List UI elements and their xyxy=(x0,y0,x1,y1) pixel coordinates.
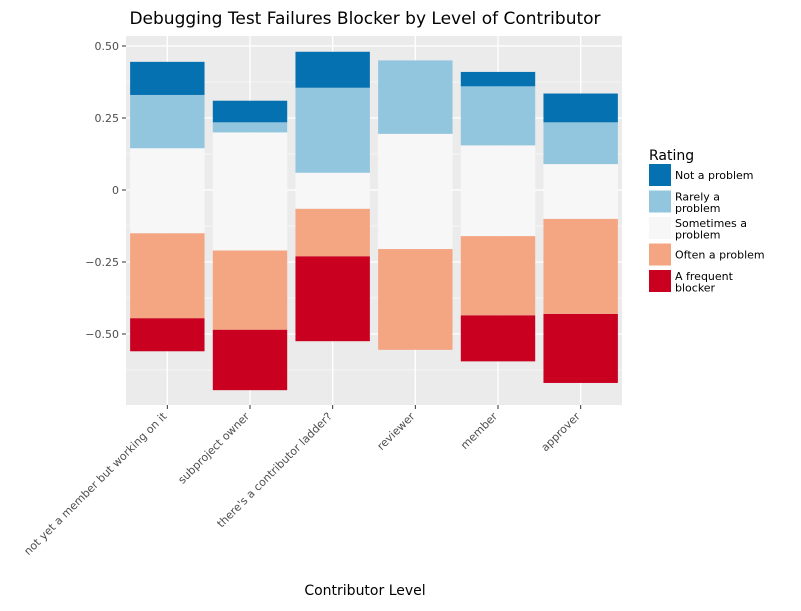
bar-sometimes-a-problem xyxy=(460,145,536,237)
plot-panel xyxy=(126,36,622,405)
panel-background xyxy=(126,36,622,405)
x-axis-label: Contributor Level xyxy=(304,583,425,599)
bar-sometimes-a-problem xyxy=(212,132,288,251)
legend-key-not-a-problem xyxy=(649,164,671,186)
bar-rarely-a-problem xyxy=(460,86,536,146)
bar-a-frequent-blocker xyxy=(460,315,536,362)
y-tick-label: 0.25 xyxy=(95,112,120,125)
bar-sometimes-a-problem xyxy=(378,133,453,250)
legend-key-rarely-a-problem xyxy=(649,190,671,213)
x-tick-label: member xyxy=(458,410,500,452)
bar-a-frequent-blocker xyxy=(543,313,618,383)
x-tick-label: reviewer xyxy=(375,410,418,453)
bar-not-a-problem xyxy=(543,93,618,123)
legend-label: Often a problem xyxy=(675,249,765,262)
bar-sometimes-a-problem xyxy=(543,164,618,219)
y-tick-label: −0.25 xyxy=(85,256,119,269)
x-tick-label: not yet a member but working on it xyxy=(21,409,169,557)
y-tick-label: 0 xyxy=(112,184,119,197)
x-tick-label: subproject owner xyxy=(175,410,252,487)
bar-sometimes-a-problem xyxy=(130,148,205,234)
bar-not-a-problem xyxy=(295,51,370,88)
legend-title: Rating xyxy=(649,148,694,164)
bar-often-a-problem xyxy=(295,208,370,257)
x-axis: not yet a member but working on it subpro… xyxy=(21,405,583,558)
bar-often-a-problem xyxy=(378,249,453,350)
legend-label: problem xyxy=(675,229,721,242)
bar-rarely-a-problem xyxy=(212,122,288,133)
bar-not-a-problem xyxy=(130,61,205,95)
bar-sometimes-a-problem xyxy=(295,172,370,209)
legend-label: Not a problem xyxy=(675,169,754,182)
bar-a-frequent-blocker xyxy=(212,329,288,391)
legend-key-a-frequent-blocker xyxy=(649,270,671,292)
legend-key-often-a-problem xyxy=(649,243,671,266)
legend-label: problem xyxy=(675,202,721,215)
bar-often-a-problem xyxy=(460,236,536,316)
bars xyxy=(130,51,618,391)
bar-rarely-a-problem xyxy=(378,60,453,134)
bar-rarely-a-problem xyxy=(130,94,205,149)
chart-title: Debugging Test Failures Blocker by Level… xyxy=(129,9,600,29)
y-tick-label: −0.50 xyxy=(85,328,119,341)
bar-a-frequent-blocker xyxy=(295,256,370,342)
legend-label: blocker xyxy=(675,282,716,295)
legend-label: A frequent xyxy=(675,270,734,283)
bar-often-a-problem xyxy=(212,250,288,330)
bar-often-a-problem xyxy=(543,218,618,314)
bar-rarely-a-problem xyxy=(543,122,618,165)
bar-often-a-problem xyxy=(130,233,205,319)
x-tick-label: approver xyxy=(539,410,584,455)
legend-label: Sometimes a xyxy=(675,217,747,230)
y-axis: 0.50 0.25 0 −0.25 −0.50 xyxy=(85,40,126,341)
legend-label: Rarely a xyxy=(675,191,720,204)
legend-key-sometimes-a-problem xyxy=(649,217,671,239)
y-tick-label: 0.50 xyxy=(95,40,120,53)
bar-not-a-problem xyxy=(212,100,288,123)
bar-a-frequent-blocker xyxy=(130,318,205,352)
bar-not-a-problem xyxy=(460,71,536,87)
bar-rarely-a-problem xyxy=(295,87,370,173)
